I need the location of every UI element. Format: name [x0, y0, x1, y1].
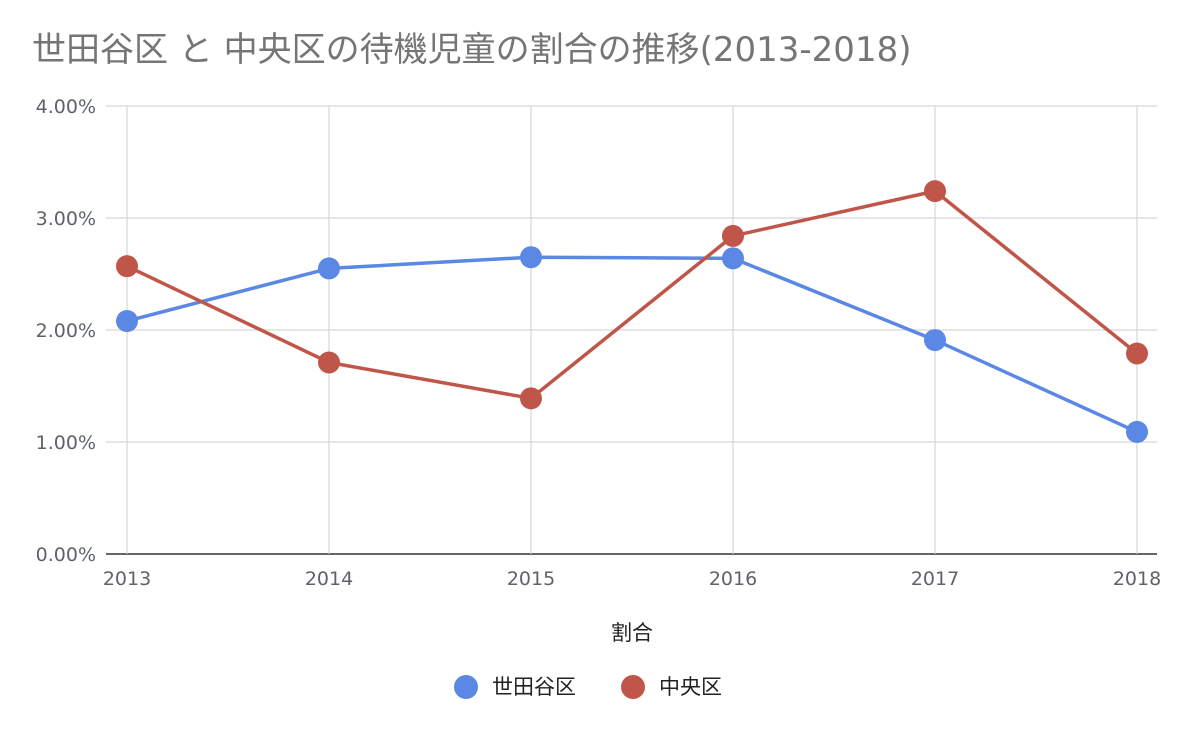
x-tick-label: 2017 [911, 568, 959, 590]
legend-label: 中央区 [659, 675, 722, 699]
data-point[interactable] [722, 247, 744, 270]
x-axis-ticks: 2013 2014 2015 2016 2017 2018 [103, 568, 1161, 590]
x-tick-label: 2018 [1113, 568, 1161, 590]
series-group [116, 180, 1148, 443]
series-line [126, 189, 1139, 401]
data-point[interactable] [1126, 420, 1148, 443]
data-point[interactable] [722, 224, 744, 247]
legend-item[interactable]: 中央区 [621, 675, 722, 699]
data-point[interactable] [520, 246, 542, 269]
data-point[interactable] [318, 257, 340, 280]
legend-label: 世田谷区 [492, 675, 576, 699]
chart-title: 世田谷区 と 中央区の待機児童の割合の推移(2013-2018) [32, 30, 911, 70]
x-tick-label: 2016 [709, 568, 757, 590]
series-1 [116, 246, 1148, 443]
data-point[interactable] [1126, 342, 1148, 365]
y-tick-label: 2.00% [36, 320, 96, 342]
data-point[interactable] [318, 351, 340, 374]
data-point[interactable] [520, 387, 542, 410]
data-point[interactable] [924, 329, 946, 352]
y-tick-label: 0.00% [36, 544, 96, 566]
x-axis-title: 割合 [611, 621, 653, 645]
series-2 [116, 180, 1148, 410]
data-point[interactable] [116, 310, 138, 333]
legend-marker [454, 675, 478, 699]
legend-item[interactable]: 世田谷区 [454, 675, 576, 699]
y-tick-label: 3.00% [36, 208, 96, 230]
legend-marker [621, 675, 645, 699]
x-tick-label: 2015 [507, 568, 555, 590]
y-axis-ticks: 0.00% 1.00% 2.00% 3.00% 4.00% [36, 96, 96, 566]
x-tick-label: 2013 [103, 568, 151, 590]
y-tick-label: 4.00% [36, 96, 96, 118]
data-point[interactable] [116, 255, 138, 278]
x-tick-label: 2014 [305, 568, 353, 590]
legend: 世田谷区 中央区 [454, 675, 722, 699]
y-tick-label: 1.00% [36, 432, 96, 454]
series-line [126, 255, 1138, 434]
data-point[interactable] [924, 180, 946, 203]
